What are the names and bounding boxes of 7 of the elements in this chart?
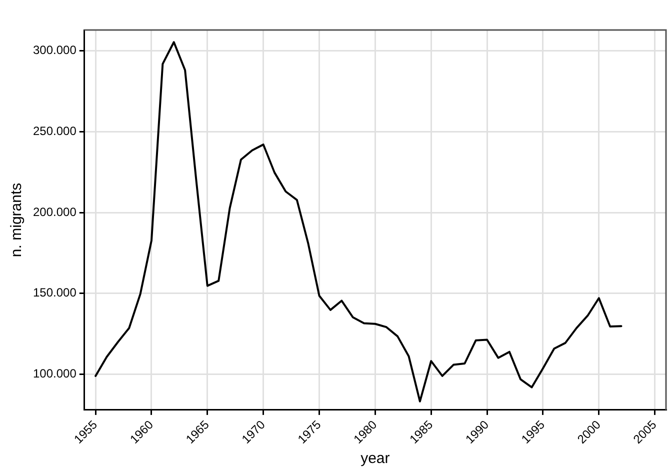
y-tick-label: 150.000 [32, 286, 77, 300]
y-tick-label: 300.000 [32, 43, 77, 58]
y-tick-label: 200.000 [32, 204, 77, 219]
y-tick-label: 100.000 [32, 366, 77, 381]
x-axis-title: year [360, 450, 390, 468]
y-axis-title: n. migrants [8, 182, 26, 258]
y-tick-label: 250.000 [32, 124, 77, 138]
